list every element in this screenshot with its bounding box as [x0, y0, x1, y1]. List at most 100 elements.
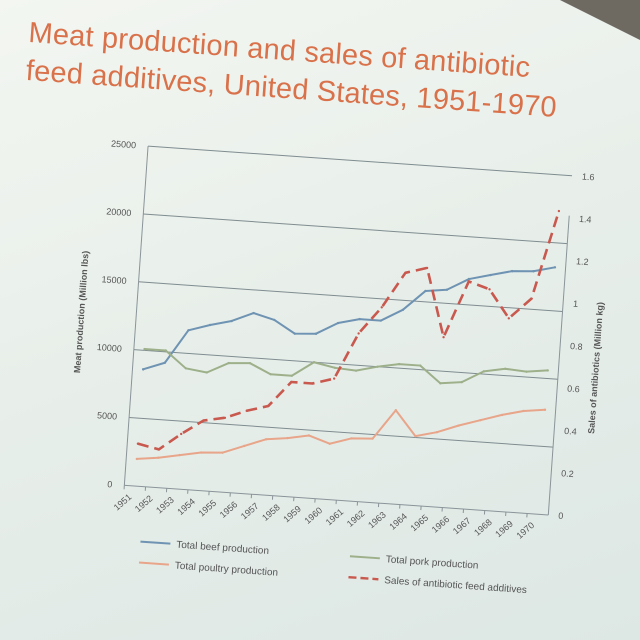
series-4-point — [311, 382, 314, 385]
axes: 0 5000 10000 15000 20000 25000 0 0.2 0.4 0.6 0.8 1 1… — [72, 139, 605, 541]
series-4-point — [557, 209, 561, 213]
series-4-point — [267, 404, 270, 408]
legend-swatch-3 — [138, 561, 169, 566]
series-2-point — [143, 347, 146, 351]
series-4-point — [332, 377, 336, 380]
series-line-2 — [144, 347, 548, 385]
series-1-point — [489, 273, 492, 277]
series-3-point — [394, 409, 398, 412]
series-2-point — [227, 361, 230, 365]
series-1-point — [293, 332, 296, 335]
series-2-point — [248, 362, 252, 365]
series-3-point — [457, 424, 460, 427]
series-2-point — [269, 373, 272, 376]
series-2-point — [460, 380, 463, 384]
x-tick-label: 1958 — [260, 502, 282, 523]
series-4-point — [442, 336, 445, 339]
series-1-point — [445, 288, 449, 291]
series-2-point — [354, 369, 358, 372]
series-2-point — [482, 370, 485, 373]
y-left-tick-label: 0 — [107, 479, 113, 489]
y-right-tick-label: 1.6 — [582, 171, 595, 182]
series-4-point — [507, 317, 510, 320]
series-4-point — [223, 416, 227, 419]
y-left-tick-label: 5000 — [97, 410, 118, 421]
series-1-point — [273, 318, 276, 322]
series-line-1 — [142, 266, 556, 371]
series-1-point — [379, 319, 383, 322]
y-left-tick-label: 10000 — [97, 342, 123, 354]
series-4-point — [136, 442, 140, 445]
x-tick-label: 1952 — [133, 493, 155, 514]
series-2-point — [164, 349, 167, 352]
x-tick-label: 1961 — [324, 507, 346, 528]
series-1-point — [314, 332, 318, 335]
legend-label-1: Total beef production — [176, 540, 269, 557]
series-1-point — [208, 323, 212, 327]
series-4-point — [157, 448, 161, 451]
gridlines — [129, 145, 573, 448]
legend-swatch-2 — [349, 555, 380, 560]
gridline — [129, 416, 554, 448]
series-3-point — [435, 430, 439, 434]
series-3-point — [221, 451, 224, 454]
series-3-point — [157, 456, 160, 459]
y-left-tick-label: 20000 — [106, 206, 132, 218]
x-tick-label: 1951 — [112, 492, 134, 513]
series-3-point — [371, 437, 374, 440]
series-line-4 — [137, 210, 561, 451]
series-1-point — [510, 269, 514, 273]
legend-swatch-4 — [348, 575, 379, 581]
series-2-point — [312, 361, 316, 364]
series-1-point — [424, 289, 427, 293]
y-right-tick-label: 1.4 — [579, 214, 592, 225]
series-1-point — [230, 319, 233, 323]
x-tick-label: 1960 — [303, 505, 325, 526]
legend: Total beef production Total pork producti… — [138, 540, 527, 596]
series-4-point — [380, 306, 383, 309]
y-right-axis-line — [547, 215, 570, 515]
x-tick-label: 1965 — [409, 513, 431, 534]
series-3-point — [479, 419, 482, 422]
series-1-point — [401, 308, 405, 312]
series-2-point — [419, 364, 422, 367]
series-line-3 — [136, 408, 546, 460]
series-1-point — [141, 368, 145, 371]
legend-label-3: Total poultry production — [174, 561, 278, 579]
series-1-point — [532, 270, 535, 273]
series-3-point — [350, 437, 353, 440]
series-3-point — [199, 451, 203, 454]
series-1-point — [358, 317, 361, 321]
y-right-tick-label: 1.2 — [576, 256, 589, 267]
y-right-tick-label: 0 — [558, 511, 564, 521]
y-left-axis-title: Meat production (Million lbs) — [72, 250, 91, 373]
series-1-point — [163, 361, 167, 364]
y-right-tick-label: 0.4 — [564, 426, 577, 437]
series-3-point — [328, 442, 331, 445]
series-4-point — [202, 419, 205, 422]
gridline — [143, 213, 568, 245]
series-2-point — [504, 367, 507, 370]
x-tick-label: 1967 — [451, 516, 473, 537]
legend-swatch-1 — [140, 540, 171, 545]
x-tick-label: 1964 — [387, 511, 409, 532]
series-3-point — [264, 438, 268, 441]
series-2-point — [205, 371, 208, 374]
y-left-tick-label: 25000 — [111, 139, 137, 151]
series-2-point — [546, 369, 549, 372]
series-4-point — [488, 288, 491, 291]
x-tick-label: 1954 — [175, 496, 197, 517]
y-right-tick-label: 0.2 — [561, 468, 574, 479]
series-3-point — [243, 444, 246, 448]
x-tick-label: 1968 — [472, 517, 494, 538]
series-3-point — [500, 413, 504, 417]
gridline — [148, 145, 573, 177]
series-2-point — [290, 374, 293, 377]
series-1-point — [336, 321, 340, 325]
series-1-point — [553, 266, 557, 269]
legend-label-2: Total pork production — [385, 554, 478, 571]
x-tick-label: 1962 — [345, 508, 367, 529]
x-tick-label: 1966 — [430, 514, 452, 535]
series-1-point — [187, 329, 190, 332]
